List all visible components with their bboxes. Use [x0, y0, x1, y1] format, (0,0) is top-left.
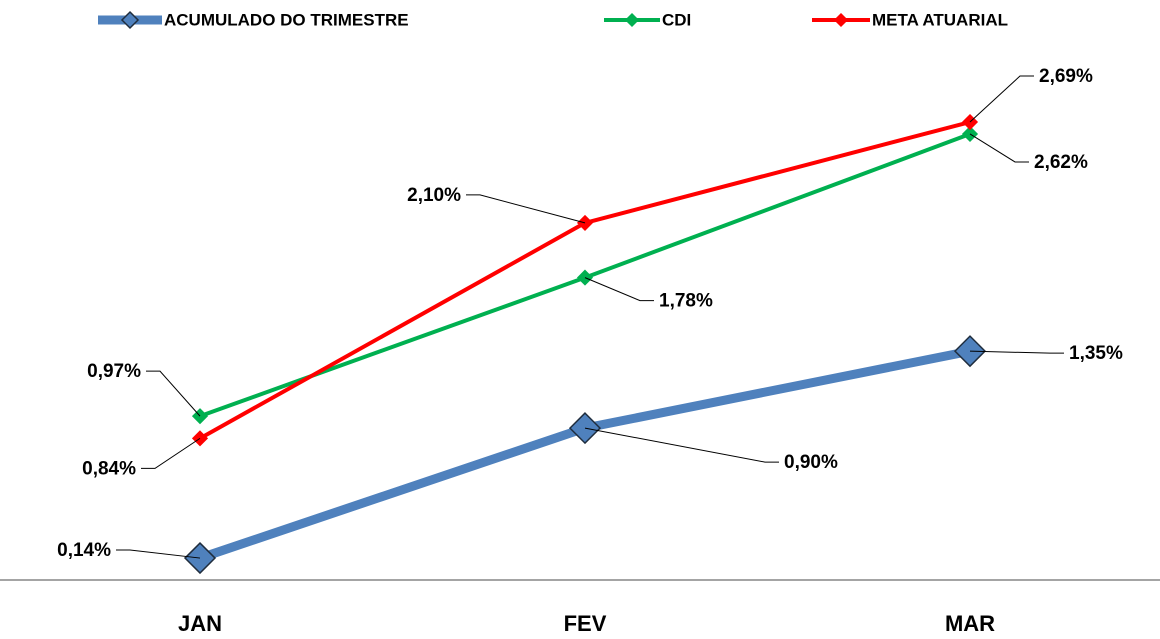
data-label: 2,69%	[1039, 66, 1093, 87]
legend-label: CDI	[662, 10, 691, 29]
leader-line	[584, 427, 779, 463]
leader-line	[969, 133, 1029, 163]
legend-label: META ATUARIAL	[872, 10, 1008, 29]
x-tick-label: FEV	[564, 611, 607, 636]
series-line	[198, 346, 971, 563]
leader-line	[584, 277, 654, 302]
x-tick-label: JAN	[178, 611, 222, 636]
data-label: 1,78%	[659, 291, 713, 312]
legend-marker	[120, 10, 140, 30]
leader-line	[141, 437, 201, 469]
data-label: 0,14%	[57, 540, 111, 561]
data-label: 0,84%	[82, 458, 136, 479]
legend-label: ACUMULADO DO TRIMESTRE	[164, 10, 409, 29]
leader-line	[969, 350, 1064, 354]
data-label: 1,35%	[1069, 343, 1123, 364]
data-label: 0,90%	[784, 452, 838, 473]
legend-marker	[624, 12, 640, 28]
data-label: 0,97%	[87, 361, 141, 382]
legend-marker	[833, 12, 849, 28]
leader-line	[466, 194, 586, 224]
x-tick-label: MAR	[945, 611, 995, 636]
leader-line	[116, 549, 201, 559]
data-label: 2,10%	[407, 185, 461, 206]
data-label: 2,62%	[1034, 152, 1088, 173]
leader-line	[969, 75, 1034, 123]
leader-line	[146, 370, 201, 417]
